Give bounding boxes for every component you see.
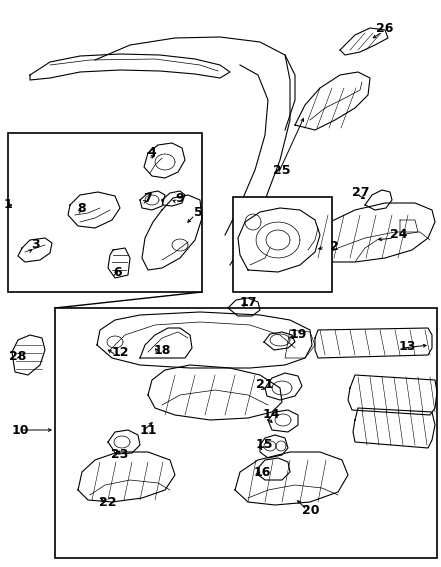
Text: 13: 13 bbox=[398, 340, 416, 353]
Text: 22: 22 bbox=[99, 496, 117, 509]
Text: 4: 4 bbox=[148, 146, 157, 159]
Text: 11: 11 bbox=[139, 424, 157, 437]
Text: 20: 20 bbox=[302, 503, 320, 517]
Text: 15: 15 bbox=[255, 438, 273, 451]
Text: 27: 27 bbox=[352, 185, 370, 198]
Text: 2: 2 bbox=[329, 240, 338, 253]
Text: 1: 1 bbox=[4, 198, 12, 211]
Bar bbox=[233, 197, 332, 292]
Text: 17: 17 bbox=[239, 295, 257, 308]
Text: 25: 25 bbox=[273, 163, 291, 176]
Text: 6: 6 bbox=[114, 266, 122, 280]
Text: 5: 5 bbox=[194, 205, 202, 218]
Text: 7: 7 bbox=[142, 192, 151, 205]
Text: 14: 14 bbox=[262, 408, 280, 421]
Text: 16: 16 bbox=[253, 466, 271, 479]
Text: 23: 23 bbox=[111, 447, 129, 460]
Text: 21: 21 bbox=[256, 379, 274, 391]
Text: 3: 3 bbox=[31, 239, 39, 252]
Text: 18: 18 bbox=[153, 344, 171, 357]
Text: 10: 10 bbox=[11, 424, 29, 437]
Bar bbox=[8, 133, 202, 292]
Text: 28: 28 bbox=[9, 350, 27, 363]
Text: 24: 24 bbox=[390, 229, 408, 242]
Text: 12: 12 bbox=[111, 345, 129, 358]
Text: 9: 9 bbox=[176, 192, 184, 205]
Text: 26: 26 bbox=[376, 22, 394, 35]
Bar bbox=[55, 308, 437, 558]
Text: 8: 8 bbox=[78, 201, 86, 214]
Text: 19: 19 bbox=[289, 328, 306, 341]
